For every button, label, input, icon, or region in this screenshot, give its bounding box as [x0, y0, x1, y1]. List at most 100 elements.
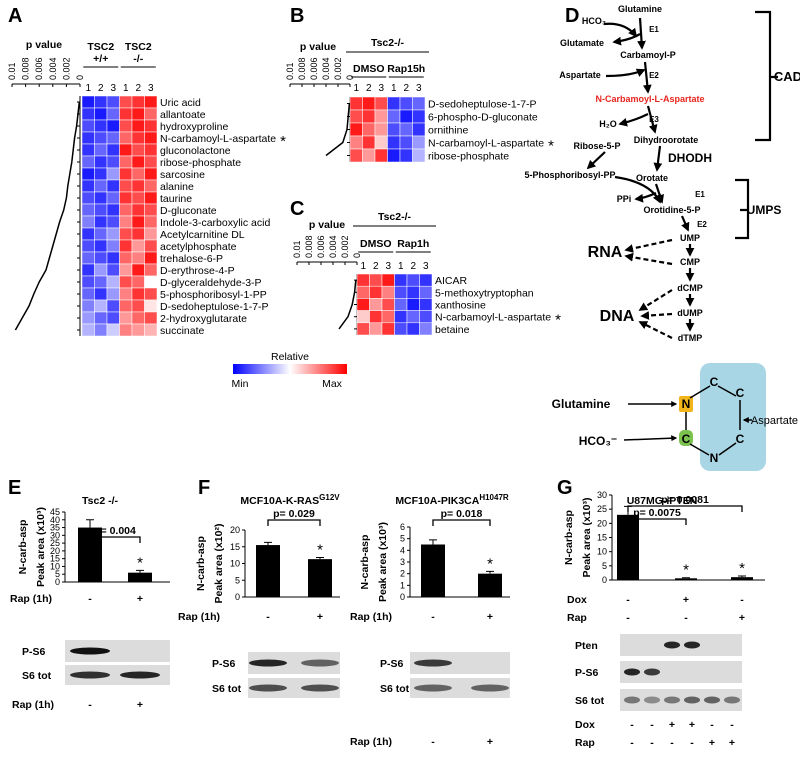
- arrow: [653, 145, 663, 172]
- pathway-node: C: [736, 386, 745, 400]
- row-label: N-carbamoyl-L-aspartate: [428, 138, 544, 150]
- group-sublabel: -/-: [133, 53, 143, 65]
- pathway-node: E2: [649, 71, 659, 80]
- row-label: D-gluconate: [160, 205, 217, 217]
- y-axis-label: N-carb-asp: [17, 520, 29, 575]
- x-row-value: -: [684, 612, 688, 624]
- row-note: *: [548, 138, 554, 155]
- blot-band: [644, 696, 660, 704]
- heatmap-cell: [374, 96, 388, 111]
- blot-row-label: P-S6: [22, 646, 46, 658]
- blot-band: [301, 659, 339, 667]
- column-label: 1: [85, 83, 91, 94]
- p-tick-label: 0: [345, 75, 355, 80]
- p-bracket: [627, 518, 687, 525]
- row-label: ribose-phosphate: [428, 151, 509, 163]
- x-row-value: +: [739, 612, 745, 624]
- pathway-node: E1: [695, 190, 705, 199]
- pathway-node: C: [736, 432, 745, 446]
- title-text: Tsc2 -/-: [82, 495, 118, 507]
- heatmap-cell: [381, 310, 395, 324]
- significance-mark: *: [487, 555, 493, 572]
- x-row-value: +: [137, 699, 143, 711]
- x-row-label: Rap (1h): [12, 699, 54, 711]
- y-tick-label: 6: [400, 522, 405, 532]
- heatmap-cell: [399, 96, 413, 111]
- heatmap-cell: [419, 310, 433, 324]
- heatmap-cell: [119, 191, 133, 205]
- heatmap-cell: [119, 155, 133, 169]
- blot-strip: [65, 640, 170, 662]
- pathway-node: Aspartate: [751, 415, 798, 427]
- heatmap-cell: [369, 285, 383, 299]
- blot-strip: [65, 665, 170, 685]
- panel-letter: C: [290, 198, 304, 220]
- row-label: allantoate: [160, 109, 206, 121]
- heatmap-cell: [106, 323, 120, 337]
- heatmap-cell: [144, 323, 158, 337]
- blot-band: [624, 668, 640, 676]
- ring-bonds: [685, 385, 741, 456]
- p-axis-title: p value: [26, 39, 62, 51]
- heatmap-cell: [106, 287, 120, 301]
- heatmap-cell: [94, 155, 108, 169]
- row-label: Acetylcarnitine DL: [160, 229, 245, 241]
- heatmap-cell: [356, 273, 370, 287]
- x-row-label: Rap: [567, 612, 587, 624]
- blot-strip: [410, 652, 510, 674]
- pathway-node: DHODH: [668, 151, 712, 165]
- heatmap-cell: [119, 95, 133, 109]
- heatmap-panel: Cp value 0.01 0.008 0.006 0.004 0.002 0 Tsc2-/-…: [290, 198, 561, 336]
- panel-letter: B: [290, 5, 304, 27]
- x-row-value: +: [729, 737, 735, 749]
- heatmap-cell: [144, 179, 158, 193]
- heatmap-cell: [144, 275, 158, 289]
- heatmap-cell: [119, 131, 133, 145]
- heatmap-cell: [131, 131, 145, 145]
- error-bar: [86, 519, 94, 528]
- heatmap-cell: [131, 143, 145, 157]
- pathway-node: Aspartate: [559, 70, 601, 80]
- p-tick-label: 0.004: [48, 57, 58, 80]
- heatmap-cell: [399, 122, 413, 137]
- heatmap-cell: [81, 287, 95, 301]
- column-label: 1: [360, 261, 366, 272]
- heatmap-cell: [144, 263, 158, 277]
- heatmap-cell: [131, 263, 145, 277]
- row-label: D-erythrose-4-P: [160, 265, 235, 277]
- heatmap-cell: [131, 311, 145, 325]
- heatmap-cell: [144, 191, 158, 205]
- column-label: 3: [148, 83, 154, 94]
- title-text: MCF10A-K-RAS: [240, 495, 319, 507]
- x-row-label: Dox: [575, 719, 595, 731]
- p-value-label: p= 0.0075: [633, 507, 681, 519]
- x-row-value: +: [487, 611, 493, 623]
- blot-band: [471, 684, 509, 692]
- p-value-curve: [14, 101, 81, 331]
- p-tick-label: 0.004: [328, 235, 338, 258]
- heatmap-cell: [349, 96, 363, 111]
- group-header: Tsc2-/-: [371, 37, 405, 49]
- umps-bracket: [735, 178, 750, 240]
- heatmap-cell: [144, 251, 158, 265]
- heatmap-cell: [387, 148, 401, 163]
- y-tick-label: 45: [50, 507, 60, 517]
- y-axis-label: Peak area (x10²): [213, 524, 225, 604]
- pathway-node: H₂O: [599, 119, 617, 129]
- heatmap-cell: [81, 131, 95, 145]
- x-row-label: Rap (1h): [178, 611, 220, 623]
- row-label: ribose-phosphate: [160, 157, 241, 169]
- pathway-node: dTMP: [678, 333, 703, 343]
- y-tick-label: 15: [50, 554, 60, 564]
- heatmap-cell: [419, 273, 433, 287]
- heatmap-cell: [81, 107, 95, 121]
- blot-band: [624, 696, 640, 704]
- arrow: [605, 68, 646, 78]
- heatmap-cell: [144, 287, 158, 301]
- x-row-value: -: [730, 719, 734, 731]
- heatmap-cell: [144, 239, 158, 253]
- pathway-node: Dihydroorotate: [634, 135, 699, 145]
- heatmap-cell: [119, 215, 133, 229]
